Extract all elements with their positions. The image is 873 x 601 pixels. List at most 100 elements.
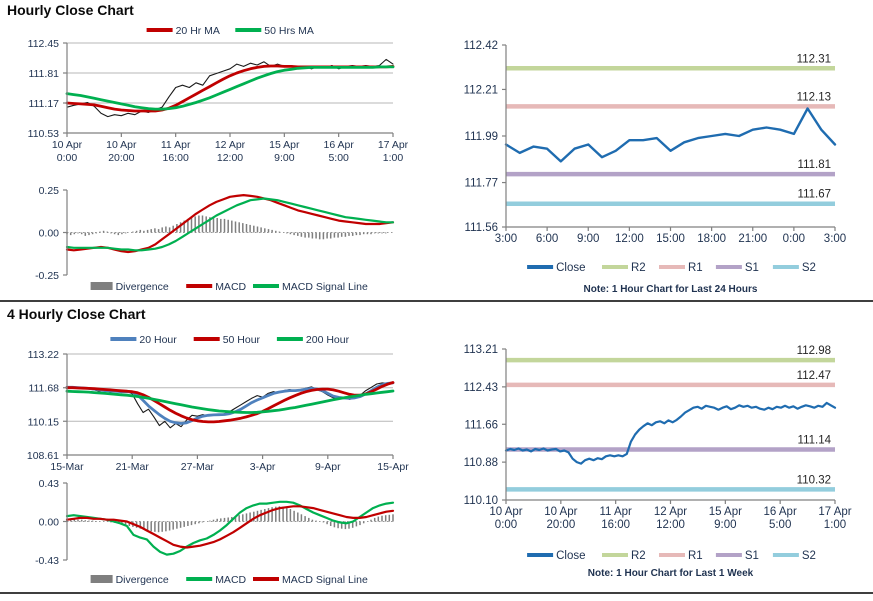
section-title-hourly: Hourly Close Chart — [7, 2, 134, 18]
svg-text:-0.25: -0.25 — [35, 270, 59, 282]
svg-text:16:00: 16:00 — [163, 152, 189, 164]
svg-text:0:00: 0:00 — [57, 152, 78, 164]
svg-text:Divergence: Divergence — [116, 281, 169, 293]
svg-text:MACD Signal Line: MACD Signal Line — [282, 574, 368, 586]
svg-text:112.42: 112.42 — [464, 40, 498, 52]
four-hourly-macd-chart: 0.43 0.00 -0.43 Divergence MACD MACD Signal L… — [35, 478, 395, 586]
svg-text:Divergence: Divergence — [116, 574, 169, 586]
svg-text:111.81: 111.81 — [28, 68, 59, 80]
svg-text:S1: S1 — [745, 550, 759, 562]
svg-text:112.98: 112.98 — [797, 345, 831, 357]
svg-text:16:00: 16:00 — [601, 519, 630, 531]
svg-text:3:00: 3:00 — [495, 233, 517, 245]
svg-text:9:00: 9:00 — [714, 519, 736, 531]
svg-text:111.81: 111.81 — [798, 159, 831, 171]
svg-text:21:00: 21:00 — [738, 233, 767, 245]
svg-text:R2: R2 — [631, 550, 646, 562]
svg-text:15-Apr: 15-Apr — [377, 461, 409, 473]
svg-text:112.21: 112.21 — [464, 84, 498, 96]
section-divider-top — [0, 300, 873, 302]
svg-text:110.10: 110.10 — [464, 495, 498, 507]
svg-text:R2: R2 — [631, 262, 646, 274]
svg-text:12:00: 12:00 — [217, 152, 243, 164]
svg-text:16 Apr: 16 Apr — [323, 139, 354, 151]
svg-text:110.15: 110.15 — [28, 416, 59, 428]
svg-text:18:00: 18:00 — [697, 233, 726, 245]
svg-text:17 Apr: 17 Apr — [378, 139, 409, 151]
hourly-macd-chart: 0.25 0.00 -0.25 Divergence MACD MACD Signal L… — [35, 185, 395, 293]
four-hourly-pivot-chart: 112.98 112.47 111.14 110.32 113.21 112.43 111.… — [464, 344, 852, 579]
svg-text:111.14: 111.14 — [798, 435, 832, 447]
svg-text:110.32: 110.32 — [797, 474, 831, 486]
svg-text:0.43: 0.43 — [39, 478, 60, 490]
svg-text:0.00: 0.00 — [39, 517, 60, 529]
svg-text:R1: R1 — [688, 550, 703, 562]
svg-text:112.47: 112.47 — [797, 370, 831, 382]
svg-text:5:00: 5:00 — [769, 519, 791, 531]
svg-text:6:00: 6:00 — [536, 233, 558, 245]
svg-text:S2: S2 — [802, 550, 816, 562]
svg-text:MACD Signal Line: MACD Signal Line — [282, 281, 368, 293]
svg-text:20 Hr MA: 20 Hr MA — [176, 25, 220, 37]
svg-text:1:00: 1:00 — [824, 519, 846, 531]
section-title-four-hourly: 4 Hourly Close Chart — [7, 306, 146, 322]
svg-text:111.56: 111.56 — [465, 222, 498, 234]
svg-text:20 Hour: 20 Hour — [139, 334, 177, 346]
svg-text:11 Apr: 11 Apr — [599, 506, 632, 518]
hourly-pivot-chart: 112.31 112.13 111.81 111.67 112.42 112.21 111.… — [464, 40, 847, 295]
svg-text:0.25: 0.25 — [39, 185, 60, 197]
svg-text:17 Apr: 17 Apr — [818, 506, 851, 518]
svg-text:S1: S1 — [745, 262, 759, 274]
svg-text:10 Apr: 10 Apr — [489, 506, 522, 518]
svg-text:0:00: 0:00 — [783, 233, 805, 245]
svg-text:20:00: 20:00 — [108, 152, 134, 164]
svg-text:111.66: 111.66 — [465, 419, 498, 431]
svg-text:15 Apr: 15 Apr — [269, 139, 300, 151]
svg-text:MACD: MACD — [215, 574, 246, 586]
svg-text:3-Apr: 3-Apr — [250, 461, 276, 473]
svg-text:16 Apr: 16 Apr — [764, 506, 797, 518]
svg-text:15:00: 15:00 — [656, 233, 685, 245]
svg-text:0:00: 0:00 — [495, 519, 517, 531]
svg-text:200 Hour: 200 Hour — [306, 334, 350, 346]
svg-text:S2: S2 — [802, 262, 816, 274]
svg-text:1:00: 1:00 — [383, 152, 404, 164]
svg-text:113.21: 113.21 — [464, 344, 498, 356]
svg-text:15-Mar: 15-Mar — [50, 461, 84, 473]
svg-text:12:00: 12:00 — [615, 233, 644, 245]
svg-text:110.88: 110.88 — [464, 457, 498, 469]
svg-text:Note: 1 Hour Chart for Last 24: Note: 1 Hour Chart for Last 24 Hours — [584, 284, 758, 295]
svg-text:50 Hrs MA: 50 Hrs MA — [264, 25, 314, 37]
svg-text:3:00: 3:00 — [824, 233, 846, 245]
section-divider-bottom — [0, 592, 873, 594]
svg-text:112.31: 112.31 — [797, 53, 831, 65]
svg-text:Note: 1 Hour Chart for Last 1: Note: 1 Hour Chart for Last 1 Week — [588, 568, 754, 579]
svg-text:111.17: 111.17 — [28, 98, 59, 110]
svg-text:10 Apr: 10 Apr — [106, 139, 137, 151]
svg-text:20:00: 20:00 — [546, 519, 575, 531]
svg-text:111.77: 111.77 — [465, 178, 498, 190]
svg-text:111.67: 111.67 — [798, 189, 831, 201]
svg-text:9-Apr: 9-Apr — [315, 461, 341, 473]
svg-text:112.43: 112.43 — [464, 382, 498, 394]
svg-text:50 Hour: 50 Hour — [223, 334, 261, 346]
svg-text:10 Apr: 10 Apr — [52, 139, 83, 151]
svg-text:112.45: 112.45 — [28, 38, 59, 50]
svg-text:Close: Close — [556, 550, 585, 562]
svg-text:111.99: 111.99 — [465, 131, 498, 143]
svg-text:-0.43: -0.43 — [35, 555, 59, 567]
svg-text:12 Apr: 12 Apr — [654, 506, 687, 518]
svg-text:9:00: 9:00 — [274, 152, 295, 164]
svg-text:113.22: 113.22 — [28, 349, 59, 361]
svg-text:10 Apr: 10 Apr — [544, 506, 577, 518]
svg-text:0.00: 0.00 — [39, 228, 60, 240]
svg-text:12 Apr: 12 Apr — [215, 139, 246, 151]
svg-text:MACD: MACD — [215, 281, 246, 293]
svg-text:15 Apr: 15 Apr — [709, 506, 742, 518]
svg-text:5:00: 5:00 — [328, 152, 349, 164]
svg-text:21-Mar: 21-Mar — [116, 461, 150, 473]
svg-text:27-Mar: 27-Mar — [181, 461, 215, 473]
